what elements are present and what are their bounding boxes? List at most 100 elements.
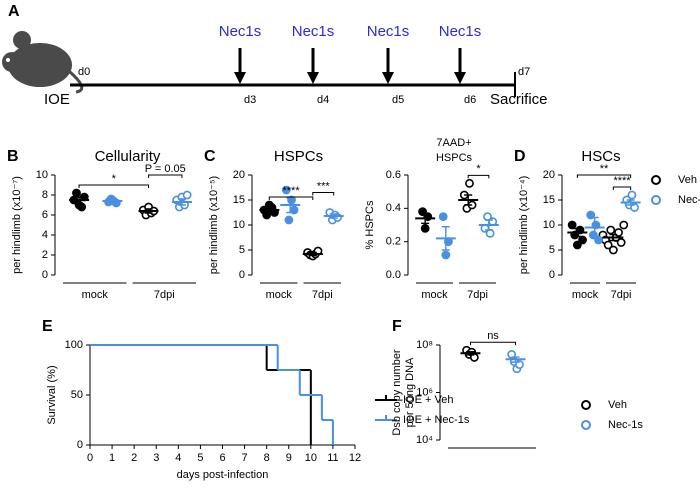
x-tick-label: 2 bbox=[131, 452, 137, 464]
y-axis-label: per 50ng DNA bbox=[404, 357, 416, 427]
y-axis-label: Survival (%) bbox=[46, 365, 58, 424]
data-point bbox=[182, 190, 192, 200]
error-bar bbox=[484, 219, 493, 231]
x-axis-label: days post-infection bbox=[177, 469, 269, 481]
y-tick-label: 5 bbox=[549, 244, 555, 256]
x-tick-label: 5 bbox=[197, 452, 203, 464]
treatment-label: Nec1s bbox=[292, 23, 335, 40]
panel-label: C bbox=[204, 148, 216, 165]
data-point bbox=[572, 240, 582, 250]
panel-label: A bbox=[8, 3, 20, 20]
y-tick-label: 10 bbox=[233, 219, 245, 231]
x-tick-label: 4 bbox=[175, 452, 181, 464]
y-tick-label: 0 bbox=[42, 269, 48, 281]
x-tick-label: 7dpi bbox=[611, 289, 632, 301]
error-bar bbox=[75, 196, 84, 204]
treatment-label: Nec1s bbox=[439, 23, 482, 40]
y-tick-label: 0.4 bbox=[386, 202, 401, 214]
y-axis-label: % HSPCs bbox=[364, 200, 376, 249]
error-bar bbox=[511, 356, 520, 363]
data-point bbox=[619, 220, 629, 230]
data-point bbox=[441, 250, 451, 260]
error-bar bbox=[590, 216, 599, 239]
chart-title: Cellularity bbox=[95, 148, 161, 165]
y-tick-label: 0 bbox=[77, 439, 83, 451]
error-bar bbox=[265, 206, 274, 214]
legend-label: Nec-1s bbox=[608, 419, 643, 431]
error-bar bbox=[609, 233, 618, 242]
legend-label: IOE + Veh bbox=[403, 394, 453, 406]
data-point bbox=[606, 225, 616, 235]
error-bar bbox=[464, 194, 473, 206]
data-point bbox=[567, 220, 577, 230]
error-bar bbox=[421, 212, 430, 225]
y-axis-label: per hindlimb (x10⁻⁷) bbox=[11, 176, 23, 274]
error-bar bbox=[441, 225, 450, 251]
y-tick-label: 4 bbox=[42, 229, 48, 241]
x-tick-label: 7 bbox=[242, 452, 248, 464]
legend-symbol bbox=[375, 415, 397, 421]
day-label: d7 bbox=[518, 66, 530, 78]
legend-symbol bbox=[651, 195, 661, 205]
panel-label: D bbox=[514, 148, 526, 165]
day-label: d4 bbox=[317, 94, 329, 106]
significance-bracket bbox=[612, 186, 632, 190]
x-tick-label: mock bbox=[266, 289, 293, 301]
significance-label: **** bbox=[282, 185, 300, 197]
x-tick-label: 12 bbox=[349, 452, 361, 464]
y-tick-label: 0 bbox=[239, 269, 245, 281]
y-tick-label: 15 bbox=[233, 194, 245, 206]
significance-bracket bbox=[148, 174, 183, 178]
x-tick-label: 7dpi bbox=[154, 289, 175, 301]
x-tick-label: 10 bbox=[305, 452, 317, 464]
x-tick-label: 6 bbox=[219, 452, 225, 464]
x-tick-label: 7dpi bbox=[467, 289, 488, 301]
y-tick-label: 10⁸ bbox=[416, 339, 433, 351]
y-tick-label: 8 bbox=[42, 189, 48, 201]
day-label: d0 bbox=[78, 66, 90, 78]
arrow-head bbox=[307, 72, 319, 84]
legend-symbol bbox=[651, 175, 661, 185]
data-point bbox=[420, 223, 430, 233]
data-point bbox=[608, 245, 618, 255]
significance-bracket bbox=[576, 174, 632, 178]
data-point bbox=[627, 190, 637, 200]
data-point bbox=[586, 210, 596, 220]
y-tick-label: 2 bbox=[42, 249, 48, 261]
significance-label: * bbox=[112, 173, 117, 185]
x-tick-label: 11 bbox=[327, 452, 338, 464]
data-point bbox=[465, 178, 474, 188]
error-bar bbox=[144, 208, 153, 214]
y-axis-label: Dsb copy number bbox=[391, 349, 403, 436]
data-point bbox=[485, 228, 495, 238]
data-point bbox=[281, 185, 291, 195]
error-bar bbox=[573, 227, 582, 238]
x-tick-label: 3 bbox=[153, 452, 159, 464]
legend-symbol bbox=[375, 395, 397, 401]
y-tick-label: 20 bbox=[233, 169, 245, 181]
x-tick-label: 0 bbox=[87, 452, 93, 464]
y-tick-label: 0.6 bbox=[386, 169, 401, 181]
mouse-icon bbox=[2, 31, 84, 94]
legend-symbol bbox=[581, 420, 591, 430]
significance-label: ns bbox=[487, 330, 499, 342]
treatment-label: Nec1s bbox=[219, 23, 262, 40]
chart-title: HSCs bbox=[581, 148, 620, 165]
error-bar bbox=[108, 199, 117, 203]
significance-label: P = 0.05 bbox=[145, 163, 186, 175]
day-label: d5 bbox=[392, 94, 404, 106]
y-axis-label: per hindlimb (x10⁻⁴) bbox=[518, 176, 530, 275]
x-tick-label: 9 bbox=[286, 452, 292, 464]
y-tick-label: 10⁴ bbox=[416, 434, 433, 446]
start-label: IOE bbox=[44, 91, 70, 108]
panel-label: E bbox=[42, 318, 53, 335]
x-tick-label: mock bbox=[82, 289, 109, 301]
error-bar bbox=[329, 213, 338, 219]
treatment-label: Nec1s bbox=[367, 23, 410, 40]
significance-label: ** bbox=[600, 163, 609, 175]
error-bar bbox=[177, 198, 186, 206]
y-tick-label: 0 bbox=[549, 269, 555, 281]
x-tick-label: mock bbox=[572, 289, 599, 301]
error-bar bbox=[626, 199, 635, 206]
